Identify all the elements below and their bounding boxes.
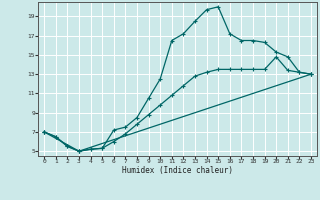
X-axis label: Humidex (Indice chaleur): Humidex (Indice chaleur) xyxy=(122,166,233,175)
